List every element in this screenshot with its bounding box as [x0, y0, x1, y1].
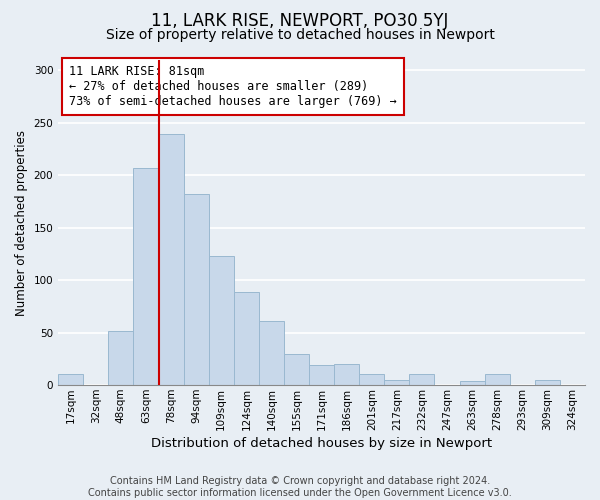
Bar	[133, 168, 158, 385]
Bar	[334, 364, 359, 385]
Bar	[259, 321, 284, 385]
Bar	[234, 292, 259, 385]
Bar	[109, 330, 133, 385]
Y-axis label: Number of detached properties: Number of detached properties	[15, 130, 28, 316]
Bar	[385, 380, 409, 385]
X-axis label: Distribution of detached houses by size in Newport: Distribution of detached houses by size …	[151, 437, 492, 450]
Bar	[184, 194, 209, 385]
Bar	[158, 134, 184, 385]
Text: Contains HM Land Registry data © Crown copyright and database right 2024.
Contai: Contains HM Land Registry data © Crown c…	[88, 476, 512, 498]
Bar	[359, 374, 385, 385]
Bar	[460, 381, 485, 385]
Bar	[58, 374, 83, 385]
Text: 11, LARK RISE, NEWPORT, PO30 5YJ: 11, LARK RISE, NEWPORT, PO30 5YJ	[151, 12, 449, 30]
Bar	[485, 374, 510, 385]
Bar	[309, 365, 334, 385]
Bar	[209, 256, 234, 385]
Bar	[409, 374, 434, 385]
Text: 11 LARK RISE: 81sqm
← 27% of detached houses are smaller (289)
73% of semi-detac: 11 LARK RISE: 81sqm ← 27% of detached ho…	[69, 65, 397, 108]
Bar	[284, 354, 309, 385]
Bar	[535, 380, 560, 385]
Text: Size of property relative to detached houses in Newport: Size of property relative to detached ho…	[106, 28, 494, 42]
